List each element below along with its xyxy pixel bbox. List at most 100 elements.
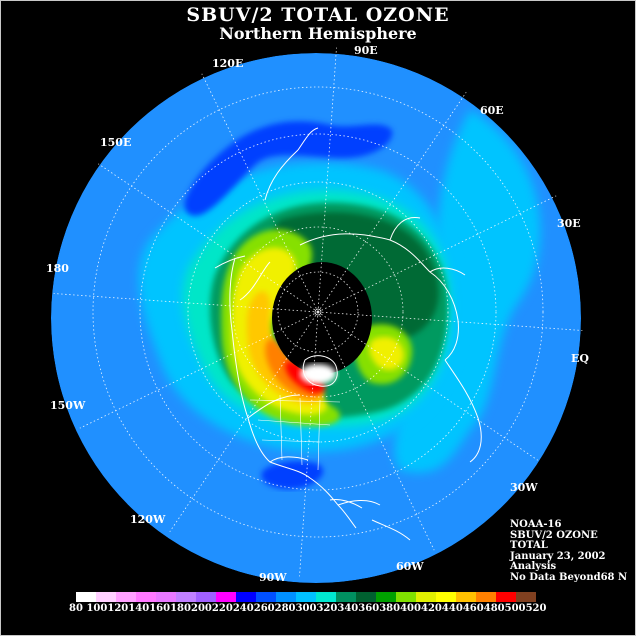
color-swatch xyxy=(136,592,156,602)
coastlines xyxy=(214,127,482,541)
color-swatch xyxy=(456,592,476,602)
coast-africa xyxy=(444,359,482,463)
map-subtitle: Northern Hemisphere xyxy=(219,24,417,43)
color-swatch xyxy=(196,592,216,602)
info-no-data: No Data Beyond68 N xyxy=(510,571,628,583)
color-tick-label: 80 xyxy=(69,603,83,614)
color-tick-label: 300 xyxy=(295,603,317,614)
greenland-snow xyxy=(300,364,336,384)
color-tick-label: 400 xyxy=(400,603,421,614)
color-swatch xyxy=(256,592,276,602)
lon-label-150e: 150E xyxy=(100,136,132,149)
lon-label-150w: 150W xyxy=(50,399,86,412)
info-date: January 23, 2002 xyxy=(510,550,606,562)
info-analysis: Analysis xyxy=(510,561,557,572)
info-satellite: NOAA-16 xyxy=(510,519,562,530)
lon-label-60w: 60W xyxy=(396,560,424,573)
color-swatch xyxy=(356,592,376,602)
color-tick-label: 440 xyxy=(441,603,463,614)
color-tick-label: 100 xyxy=(86,603,108,614)
color-tick-label: 140 xyxy=(128,603,150,614)
meridian-line xyxy=(79,311,319,429)
color-tick-label: 500 xyxy=(504,603,526,614)
meridian-line xyxy=(317,311,583,331)
lon-label-30w: 30W xyxy=(510,481,538,494)
color-swatch xyxy=(336,592,356,602)
color-tick-label: 320 xyxy=(316,603,338,614)
coast-north-america xyxy=(229,257,381,529)
coast-alaska xyxy=(214,255,246,269)
color-tick-label: 520 xyxy=(525,603,547,614)
color-swatch xyxy=(156,592,176,602)
pole-marker xyxy=(314,308,322,316)
color-swatch xyxy=(296,592,316,602)
latitude-circle xyxy=(232,226,404,398)
color-tick-label: 420 xyxy=(421,603,442,614)
color-swatch xyxy=(496,592,516,602)
ozone-contour-400 xyxy=(231,247,328,415)
color-swatch xyxy=(96,592,116,602)
color-tick-label: 240 xyxy=(232,603,254,614)
color-tick-label: 120 xyxy=(107,603,129,614)
ozone-blob-east-core xyxy=(369,336,404,371)
lon-label-90w: 90W xyxy=(259,571,287,584)
color-tick-label: 200 xyxy=(191,603,212,614)
ozone-low-gulf xyxy=(261,461,324,490)
color-swatch xyxy=(236,592,256,602)
color-tick-label: 180 xyxy=(170,603,191,614)
lon-label-120e: 120E xyxy=(212,57,244,70)
lon-label-eq: EQ xyxy=(571,352,589,365)
coast-caribbean xyxy=(329,499,411,541)
ozone-field xyxy=(51,53,581,583)
info-type: TOTAL xyxy=(510,540,548,551)
ozone-contour-360 xyxy=(273,212,439,341)
map-title: SBUV/2 TOTAL OZONE xyxy=(186,4,450,26)
meridian-line xyxy=(201,73,319,313)
meridian-line xyxy=(317,311,538,461)
color-tick-label: 280 xyxy=(274,603,296,614)
color-tick-label: 360 xyxy=(358,603,380,614)
color-tick-label: 480 xyxy=(483,603,505,614)
ozone-low-pacific xyxy=(184,121,393,216)
lon-label-90e: 90E xyxy=(354,44,378,57)
color-tick-label: 380 xyxy=(379,603,401,614)
lon-label-60e: 60E xyxy=(480,104,504,117)
meridian-line xyxy=(317,92,467,313)
color-scale-ticks: 80 100 120 140 160 180 200 220 240 260 280 300 320 34… xyxy=(60,603,560,615)
meridian-line xyxy=(169,311,319,532)
color-swatch xyxy=(116,592,136,602)
meridian-line xyxy=(53,293,319,313)
color-swatch xyxy=(436,592,456,602)
latitude-circle xyxy=(139,133,497,491)
lon-label-30e: 30E xyxy=(557,217,581,230)
color-swatch xyxy=(316,592,336,602)
meridian-line xyxy=(317,47,337,313)
latitude-circle xyxy=(92,86,544,538)
lon-label-120w: 120W xyxy=(130,513,166,526)
color-swatch xyxy=(276,592,296,602)
coast-east-asia xyxy=(264,127,319,201)
color-swatch xyxy=(516,592,536,602)
color-swatch xyxy=(376,592,396,602)
latitude-circle xyxy=(277,271,359,353)
meridian-line xyxy=(98,163,319,313)
color-swatch xyxy=(176,592,196,602)
meridian-line xyxy=(317,195,557,313)
lon-label-180: 180 xyxy=(46,262,69,275)
meridian-line xyxy=(317,311,435,551)
color-tick-label: 260 xyxy=(253,603,275,614)
color-scale-bar xyxy=(76,592,536,602)
graticule xyxy=(53,47,583,577)
info-product: SBUV/2 OZONE xyxy=(510,529,598,541)
color-swatch xyxy=(476,592,496,602)
color-swatch xyxy=(76,592,96,602)
color-swatch xyxy=(416,592,436,602)
color-tick-label: 220 xyxy=(211,603,233,614)
coast-eurasia xyxy=(299,216,466,361)
ozone-contour-420 xyxy=(246,291,325,405)
color-swatch xyxy=(396,592,416,602)
no-data-polar-cap xyxy=(272,262,372,374)
color-tick-label: 340 xyxy=(337,603,359,614)
